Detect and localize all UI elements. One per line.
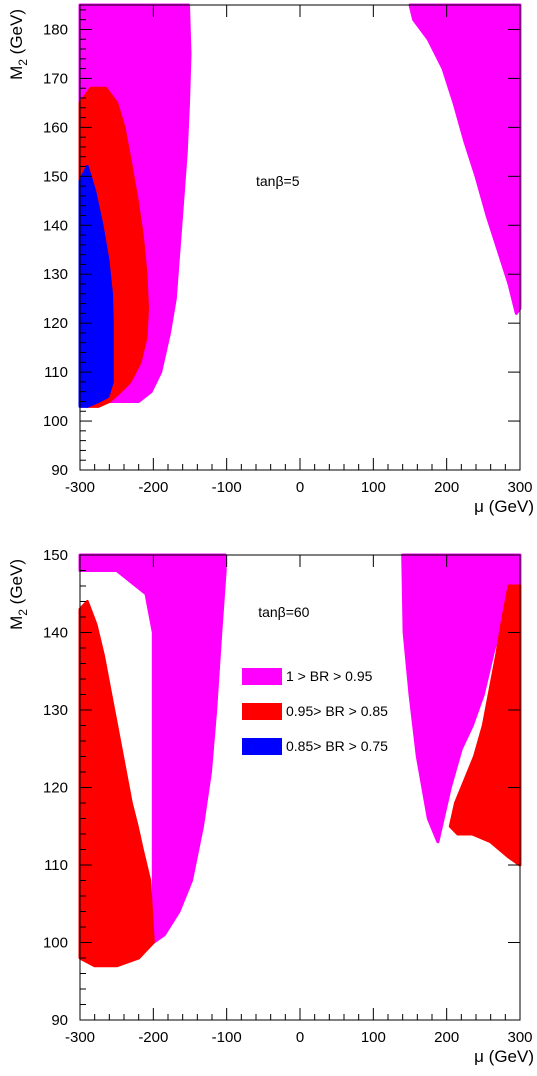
region-0 [78,553,227,944]
annotation-tan-beta: tanβ=5 [256,173,300,189]
y-axis-label-sub: 2 [16,59,30,66]
y-tick-label: 90 [51,462,68,479]
region-1 [78,600,155,968]
y-tick-label: 170 [43,70,68,87]
y-tick-label: 180 [43,21,68,38]
legend-swatch [242,738,282,755]
x-tick-label: 200 [434,1029,459,1046]
legend-label: 1 > BR > 0.95 [286,668,373,684]
y-tick-label: 120 [43,315,68,332]
x-tick-label: 300 [507,479,532,496]
annotation-tan-beta: tanβ=60 [258,604,309,620]
x-tick-label: -200 [138,479,168,496]
x-tick-label: -100 [212,479,242,496]
y-tick-label: 140 [43,625,68,642]
chart-tan-beta-60: -300 -200 -100 0 100 200 300 90 100 110 120 130 140… [7,547,534,1066]
y-tick-label: 130 [43,702,68,719]
y-axis-label-unit: (GeV) [7,9,26,59]
y-tick-label: 150 [43,168,68,185]
y-axis-label-sub: 2 [16,609,30,616]
x-axis: -300 -200 -100 0 100 200 300 [65,5,533,496]
y-axis-label: M2 (GeV) [7,9,30,80]
x-tick-label: 300 [507,1029,532,1046]
x-tick-label: 100 [361,479,386,496]
x-axis: -300 -200 -100 0 100 200 300 [65,555,533,1046]
x-tick-label: 200 [434,479,459,496]
y-tick-label: 160 [43,119,68,136]
chart-tan-beta-5: -300 -200 -100 0 100 200 300 90 100 110 120 130 140… [7,3,534,516]
y-tick-label: 100 [43,935,68,952]
y-tick-label: 110 [44,857,68,874]
y-tick-label: 150 [43,547,68,564]
x-axis-label: μ (GeV) [474,497,534,516]
y-tick-label: 140 [43,217,68,234]
y-tick-label: 130 [43,266,68,283]
y-axis: 90 100 110 120 130 140 150 160 170 180 [43,9,520,479]
region-1 [408,3,522,315]
y-axis: 90 100 110 120 130 140 150 [43,547,520,1029]
legend-label: 0.95> BR > 0.85 [286,703,388,719]
y-tick-label: 90 [51,1012,68,1029]
y-tick-label: 120 [43,780,68,797]
legend-swatch [242,668,282,685]
x-tick-label: -100 [212,1029,242,1046]
legend-label: 0.85> BR > 0.75 [286,738,388,754]
x-tick-label: 0 [296,479,304,496]
y-tick-label: 110 [44,364,68,381]
y-axis-label: M2 (GeV) [7,559,30,630]
x-tick-label: -200 [138,1029,168,1046]
x-tick-label: 100 [361,1029,386,1046]
y-axis-label-unit: (GeV) [7,559,26,609]
region-3 [448,584,522,867]
y-tick-label: 100 [43,413,68,430]
x-tick-label: -300 [65,479,95,496]
region-layer [78,3,522,408]
x-tick-label: -300 [65,1029,95,1046]
x-axis-label: μ (GeV) [474,1047,534,1066]
region-3 [78,165,114,408]
legend: 1 > BR > 0.95 0.95> BR > 0.85 0.85> BR > 0… [242,668,388,755]
legend-swatch [242,703,282,720]
x-tick-label: 0 [296,1029,304,1046]
y-axis-label-main: M [7,66,26,80]
y-axis-label-main: M [7,616,26,630]
